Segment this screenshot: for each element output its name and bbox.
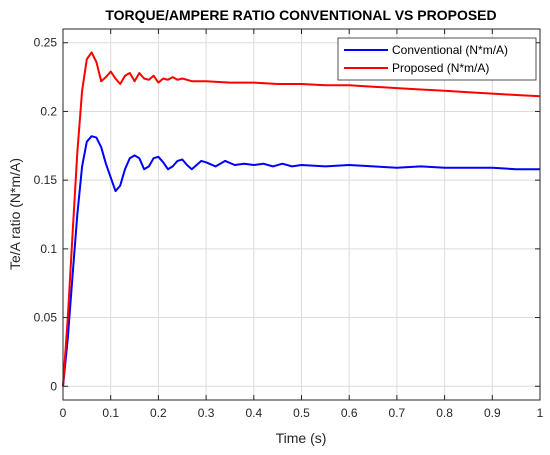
y-tick-label: 0.2 bbox=[40, 104, 57, 118]
x-axis-label: Time (s) bbox=[276, 430, 327, 446]
series-line-conventional bbox=[62, 135, 540, 387]
x-tick-label: 0.6 bbox=[341, 406, 358, 420]
y-tick-label: 0.1 bbox=[40, 242, 57, 256]
y-tick-label: 0.25 bbox=[34, 36, 58, 50]
legend-label-proposed: Proposed (N*m/A) bbox=[392, 61, 489, 75]
y-axis-label: Te/A ratio (N*m/A) bbox=[7, 158, 23, 270]
y-tick-label: 0.05 bbox=[34, 311, 58, 325]
series-layer bbox=[62, 51, 541, 387]
legend-label-conventional: Conventional (N*m/A) bbox=[392, 43, 508, 57]
x-tick-label: 0.9 bbox=[484, 406, 501, 420]
x-tick-label: 0.8 bbox=[436, 406, 453, 420]
series-line-proposed bbox=[62, 51, 541, 387]
x-tick-label: 0.4 bbox=[245, 406, 262, 420]
x-tick-label: 0.1 bbox=[102, 406, 119, 420]
tick-layer: 0 0.1 0.2 0.3 0.4 0.5 0.6 0.7 0.8 0.9 1 0 0.05 0.1 0.1… bbox=[34, 29, 544, 420]
x-tick-label: 0.2 bbox=[150, 406, 167, 420]
x-tick-label: 0.3 bbox=[198, 406, 215, 420]
x-tick-label: 0.5 bbox=[293, 406, 310, 420]
x-tick-label: 0.7 bbox=[389, 406, 406, 420]
chart-title: TORQUE/AMPERE RATIO CONVENTIONAL VS PROP… bbox=[105, 7, 496, 23]
y-tick-label: 0.15 bbox=[34, 173, 58, 187]
legend-box bbox=[337, 37, 537, 81]
x-tick-label: 1 bbox=[537, 406, 544, 420]
x-tick-label: 0 bbox=[60, 406, 67, 420]
legend: Conventional (N*m/A) Proposed (N*m/A) bbox=[337, 37, 537, 81]
y-tick-label: 0 bbox=[50, 379, 57, 393]
